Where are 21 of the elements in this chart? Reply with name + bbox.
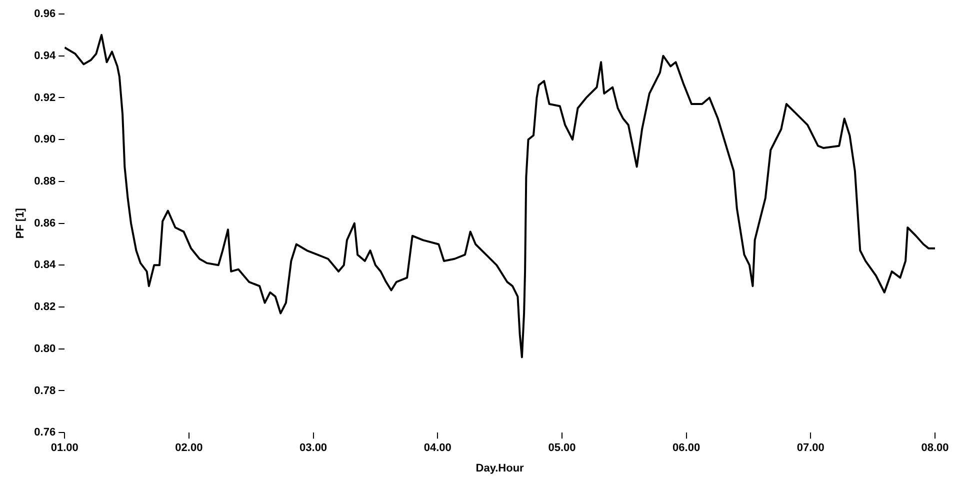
y-tick-label: 0.82 [34, 301, 56, 314]
y-tick-label: 0.86 [34, 217, 56, 230]
y-axis-title: PF [1] [14, 208, 27, 239]
x-tick-label: 06.00 [672, 442, 700, 454]
y-tick-label: 0.80 [34, 342, 56, 355]
y-tick-label: 0.92 [34, 92, 56, 104]
x-tick-label: 05.00 [548, 442, 576, 454]
y-tick-label: 0.78 [34, 384, 56, 397]
y-tick-label: 0.90 [34, 134, 56, 146]
x-tick-label: 03.00 [300, 442, 328, 454]
y-tick-label: 0.94 [34, 50, 56, 62]
x-axis-title: Day.Hour [476, 462, 525, 474]
x-tick-label: 07.00 [796, 442, 824, 454]
y-tick-label: 0.96 [34, 8, 56, 20]
x-tick-label: 01.00 [50, 442, 78, 454]
x-tick-label: 02.00 [175, 442, 203, 454]
y-tick-label: 0.88 [34, 175, 56, 188]
y-tick-label: 0.76 [34, 426, 56, 439]
x-tick-label: 04.00 [424, 442, 452, 454]
x-tick-label: 08.00 [921, 442, 949, 454]
y-tick-label: 0.84 [34, 259, 56, 272]
